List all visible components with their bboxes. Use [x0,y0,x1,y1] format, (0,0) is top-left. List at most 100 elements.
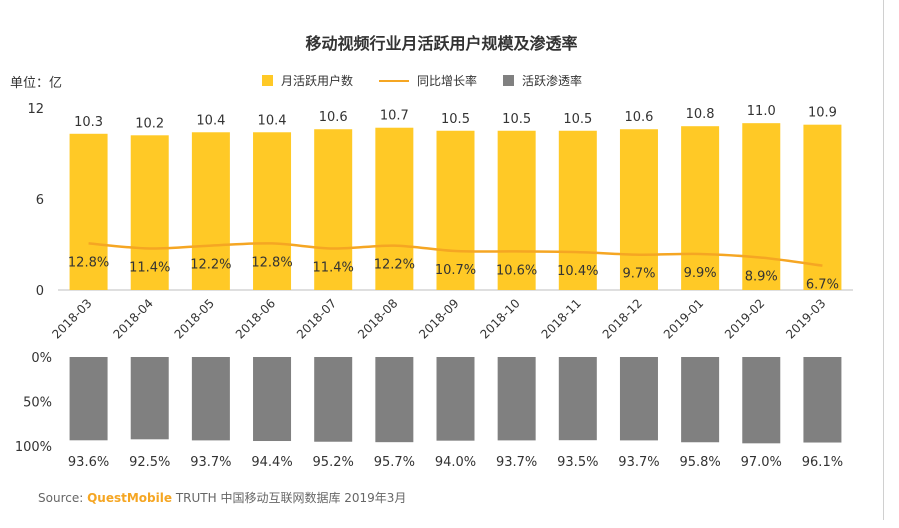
penetration-bar [619,357,658,441]
growth-value-label: 11.4% [129,261,170,276]
mau-value-label: 10.7 [380,109,409,124]
penetration-value-label: 95.7% [374,455,415,470]
x-tick-label: 2018-05 [172,296,217,341]
y-tick-label-penetration: 50% [23,396,52,411]
x-tick-label: 2018-06 [233,296,278,341]
penetration-bar [314,357,353,442]
growth-value-label: 12.2% [374,258,415,273]
penetration-bar [497,357,536,441]
growth-value-label: 9.7% [622,267,655,282]
penetration-value-label: 96.1% [802,455,843,470]
chart-title: 移动视频行业月活跃用户规模及渗透率 [305,34,578,53]
mau-bar [436,130,475,290]
y-tick-label-penetration: 100% [15,440,52,455]
legend-item-growth: 同比增长率 [379,72,477,89]
mau-bar [619,129,658,290]
mau-bar [191,132,230,290]
x-tick-label: 2019-03 [783,296,828,341]
growth-value-label: 10.7% [435,263,476,278]
source-note: Source: QuestMobile TRUTH 中国移动互联网数据库 201… [38,489,406,506]
x-tick-label: 2018-12 [600,296,645,341]
mau-bar [681,126,720,290]
x-tick-label: 2018-04 [110,296,155,341]
legend-label-penetration: 活跃渗透率 [522,74,583,88]
mau-bar [742,123,781,291]
legend-item-penetration: 活跃渗透率 [503,72,582,89]
penetration-bar [130,357,169,440]
penetration-bar [375,357,414,443]
penetration-value-label: 92.5% [129,455,170,470]
mau-bar [375,127,414,290]
mau-bar [69,133,108,290]
growth-value-label: 12.2% [190,258,231,273]
penetration-bar [436,357,475,441]
growth-value-label: 8.9% [745,270,778,285]
mau-value-label: 10.8 [686,107,715,122]
penetration-value-label: 95.2% [313,455,354,470]
mau-value-label: 10.4 [258,113,287,128]
legend: 月活跃用户数 同比增长率 活跃渗透率 [262,72,608,89]
mau-value-label: 10.2 [135,116,164,131]
growth-value-label: 11.4% [313,261,354,276]
y-tick-label-penetration: 0% [31,351,52,366]
mau-bar [253,132,292,290]
penetration-value-label: 93.6% [68,455,109,470]
mau-bar [803,124,842,290]
source-text: TRUTH 中国移动互联网数据库 2019年3月 [175,491,407,505]
mau-bar [497,130,536,290]
y-tick-label: 6 [36,193,44,208]
penetration-bar [253,357,292,442]
x-tick-label: 2018-03 [49,296,94,341]
mau-value-label: 10.4 [196,113,225,128]
chart-frame: 移动视频行业月活跃用户规模及渗透率 单位：亿 月活跃用户数 同比增长率 活跃渗透… [10,0,884,520]
mau-bar [558,130,597,290]
legend-item-mau: 月活跃用户数 [262,72,353,89]
legend-label-mau: 月活跃用户数 [281,74,354,88]
growth-value-label: 10.6% [496,263,537,278]
unit-label: 单位：亿 [10,76,63,91]
penetration-value-label: 94.4% [251,455,292,470]
mau-value-label: 10.3 [74,115,103,130]
penetration-value-label: 93.7% [190,455,231,470]
mau-value-label: 10.5 [502,112,531,127]
x-tick-label: 2018-08 [355,296,400,341]
mau-value-label: 10.6 [319,110,348,125]
growth-line [88,242,823,267]
mau-value-label: 10.6 [624,110,653,125]
legend-swatch-penetration [503,75,515,86]
growth-value-label: 9.9% [684,266,717,281]
penetration-bar [681,357,720,443]
penetration-value-label: 95.8% [679,455,720,470]
growth-value-label: 12.8% [68,255,109,270]
x-tick-label: 2019-02 [722,296,767,341]
mau-bar [314,129,353,290]
penetration-bar [558,357,597,441]
mau-value-label: 10.5 [441,112,470,127]
mau-value-label: 11.0 [747,104,776,119]
source-brand: QuestMobile [87,491,172,505]
legend-swatch-growth [379,79,410,82]
penetration-value-label: 93.5% [557,455,598,470]
y-tick-label: 0 [36,284,44,299]
growth-value-label: 6.7% [806,278,839,293]
x-tick-label: 2018-07 [294,296,339,341]
penetration-value-label: 94.0% [435,455,476,470]
x-tick-label: 2018-10 [477,296,522,341]
penetration-bar [69,357,108,441]
penetration-bar [191,357,230,441]
penetration-bar [742,357,781,444]
legend-swatch-mau [262,75,273,86]
penetration-bar [803,357,842,443]
growth-value-label: 12.8% [251,255,292,270]
legend-label-growth: 同比增长率 [417,74,478,88]
penetration-value-label: 93.7% [496,455,537,470]
penetration-value-label: 97.0% [741,455,782,470]
x-tick-label: 2019-01 [661,296,706,341]
mau-value-label: 10.9 [808,106,837,121]
mau-value-label: 10.5 [563,112,592,127]
growth-value-label: 10.4% [557,264,598,279]
x-tick-label: 2018-11 [539,296,584,341]
chart-svg: 12 6 0 10.3 2018-03 10.2 2018-04 10.4 2018-05 10.… [15,102,853,470]
x-tick-label: 2018-09 [416,296,461,341]
penetration-value-label: 93.7% [618,455,659,470]
